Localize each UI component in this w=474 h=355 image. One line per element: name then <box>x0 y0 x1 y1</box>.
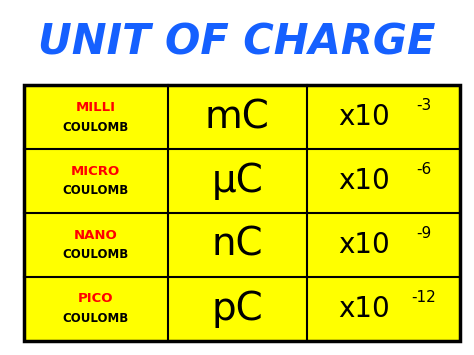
Text: x10: x10 <box>338 167 391 195</box>
Text: -12: -12 <box>411 290 436 305</box>
Text: COULOMB: COULOMB <box>63 312 129 325</box>
Text: pC: pC <box>211 290 263 328</box>
Text: mC: mC <box>205 98 270 136</box>
Text: nC: nC <box>211 226 263 264</box>
Text: COULOMB: COULOMB <box>63 248 129 261</box>
Text: x10: x10 <box>338 103 391 131</box>
Text: -3: -3 <box>416 98 431 113</box>
Bar <box>24 85 460 341</box>
Text: MICRO: MICRO <box>71 165 120 178</box>
Text: μC: μC <box>211 162 264 200</box>
Text: -6: -6 <box>416 162 431 177</box>
Text: x10: x10 <box>338 231 391 259</box>
Text: COULOMB: COULOMB <box>63 185 129 197</box>
Text: UNIT OF CHARGE: UNIT OF CHARGE <box>38 21 436 63</box>
Text: x10: x10 <box>338 295 391 323</box>
Text: COULOMB: COULOMB <box>63 121 129 133</box>
Text: PICO: PICO <box>78 293 113 305</box>
Text: -9: -9 <box>416 226 431 241</box>
Text: MILLI: MILLI <box>76 101 116 114</box>
Text: NANO: NANO <box>74 229 118 241</box>
